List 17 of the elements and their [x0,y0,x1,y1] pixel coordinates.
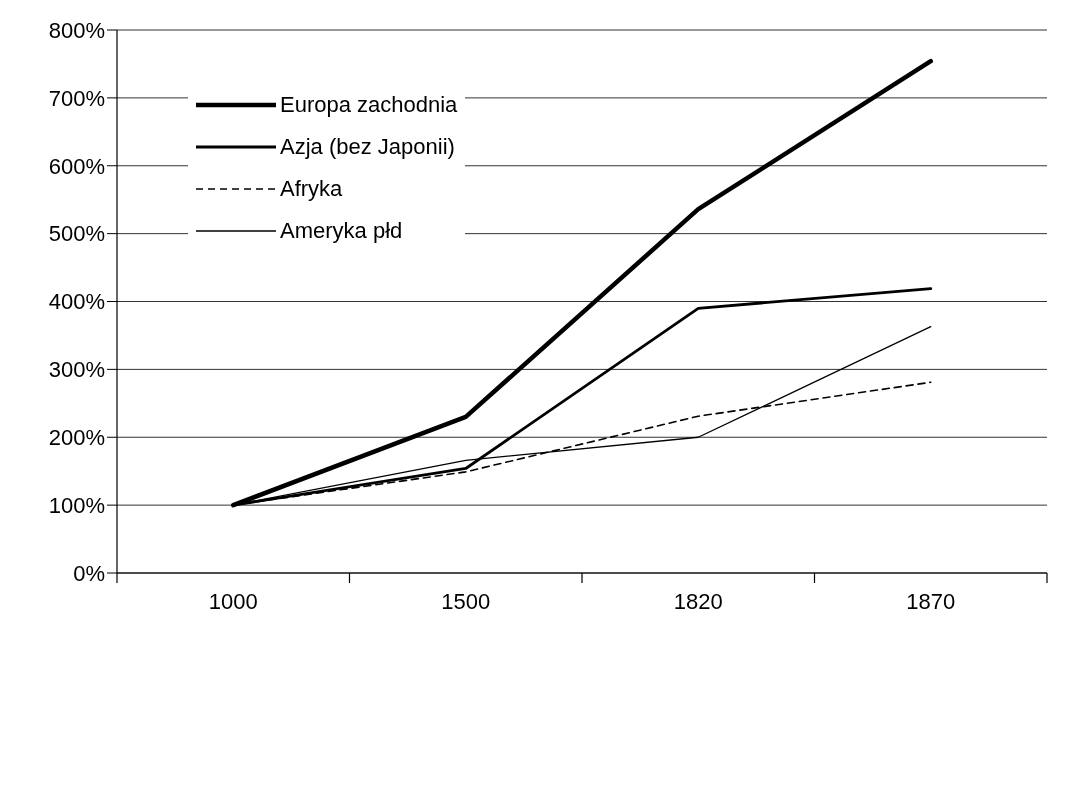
y-tick-label: 500% [48,221,105,247]
y-tick-label: 300% [48,357,105,383]
y-tick-label: 200% [48,425,105,451]
x-tick-label: 1500 [441,589,491,614]
y-tick-label: 100% [48,492,105,518]
y-tick-label: 600% [48,153,105,179]
y-tick-label: 700% [48,85,105,111]
legend-label: Europa zachodnia [280,92,458,118]
y-tick-label: 400% [48,289,105,315]
legend-label: Ameryka płd [280,218,403,244]
legend-label: Afryka [280,176,343,202]
x-tick-label: 1820 [673,589,723,614]
legend-label: Azja (bez Japonii) [280,134,455,160]
x-tick-label: 1000 [208,589,258,614]
y-tick-label: 800% [48,17,105,43]
x-tick-label: 1870 [906,589,956,614]
y-tick-label: 0% [73,560,105,586]
